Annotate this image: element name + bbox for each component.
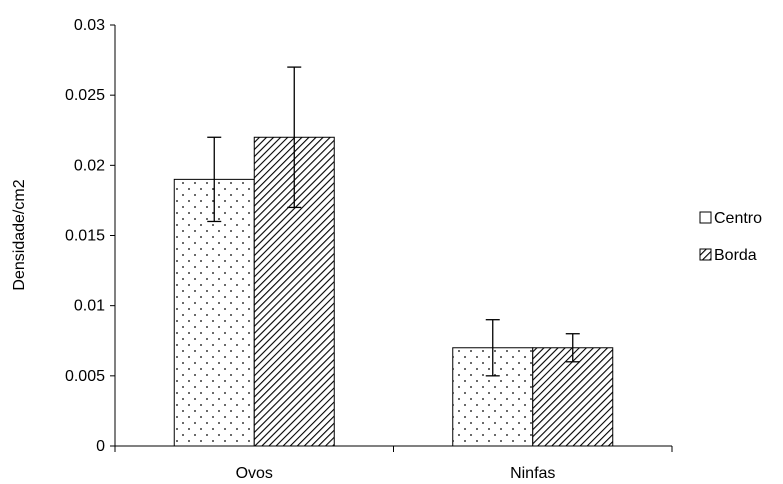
- y-tick-label: 0.02: [74, 157, 105, 174]
- legend-swatch-centro: [699, 211, 712, 224]
- legend-swatch-borda: [699, 248, 712, 261]
- y-tick-label: 0.025: [65, 87, 105, 104]
- y-axis-title: Densidade/cm2: [11, 179, 28, 290]
- y-axis-ticks: 0 0.005 0.01 0.015 0.02 0.025 0.03: [65, 17, 115, 455]
- y-tick-label: 0: [96, 438, 105, 455]
- x-tick-label: Ovos: [236, 465, 273, 482]
- y-tick-label: 0.03: [74, 17, 105, 34]
- bars-layer: [173, 136, 614, 447]
- bar-centro-ovos: [173, 178, 255, 447]
- y-tick-label: 0.01: [74, 298, 105, 315]
- y-tick-label: 0.005: [65, 368, 105, 385]
- x-tick-label: Ninfas: [510, 465, 555, 482]
- error-bars-layer: [207, 66, 580, 377]
- legend: Centro Borda: [699, 210, 762, 264]
- legend-label-borda: Borda: [714, 247, 757, 264]
- bar-borda-ninfas: [532, 347, 614, 447]
- y-tick-label: 0.015: [65, 228, 105, 245]
- legend-label-centro: Centro: [714, 210, 762, 227]
- x-axis-ticks: Ovos Ninfas: [114, 446, 673, 482]
